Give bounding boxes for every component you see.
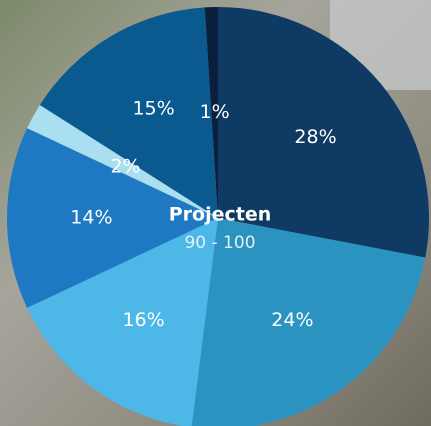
data-label: 28% [294, 126, 336, 148]
data-label: 15% [132, 98, 174, 120]
data-label: 2% [110, 156, 140, 178]
center-subtitle: 90 - 100 [184, 233, 255, 253]
data-label: 24% [271, 309, 313, 331]
data-label: 1% [200, 101, 230, 123]
data-label: 14% [70, 207, 112, 229]
chart: 28% 24% 16% 14% 2% 15% 1% Projecten 90 - 100 [0, 0, 431, 426]
data-label: 16% [122, 309, 164, 331]
center-title: Projecten [169, 204, 272, 226]
